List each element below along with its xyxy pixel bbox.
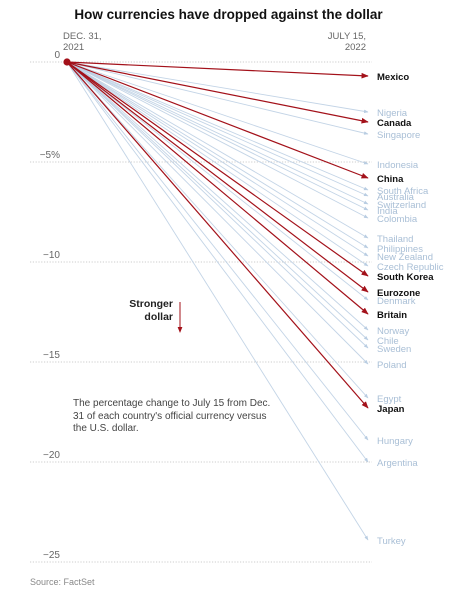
line-nigeria (66, 61, 369, 114)
label-mexico: Mexico (377, 72, 409, 83)
line-thailand (66, 61, 369, 239)
y-tick-label: −15 (43, 350, 60, 361)
label-turkey: Turkey (377, 536, 406, 547)
label-canada: Canada (377, 118, 412, 129)
line-canada (66, 61, 369, 124)
label-japan: Japan (377, 404, 405, 415)
axis-labels: 0 −5% −10 −15 −20 −25 DEC. 31, 2021 JULY 15, 2022 (40, 31, 366, 561)
line-australia (66, 61, 369, 197)
label-switzerland: Switzerland (377, 200, 426, 211)
line-czech-republic (66, 61, 369, 267)
label-south-africa: South Africa (377, 186, 429, 197)
line-singapore (66, 61, 369, 135)
label-sweden: Sweden (377, 344, 411, 355)
label-india: India (377, 206, 398, 217)
label-south-korea: South Korea (377, 272, 434, 283)
label-new-zealand: New Zealand (377, 252, 433, 263)
label-hungary: Hungary (377, 436, 413, 447)
label-egypt: Egypt (377, 394, 402, 405)
label-thailand: Thailand (377, 234, 413, 245)
label-argentina: Argentina (377, 458, 418, 469)
line-argentina (66, 61, 369, 463)
line-china (66, 61, 369, 179)
line-norway (66, 61, 369, 331)
label-czech-republic: Czech Republic (377, 262, 444, 273)
gridlines (30, 61, 372, 563)
line-egypt (66, 61, 369, 399)
label-eurozone: Eurozone (377, 288, 420, 299)
y-tick-label: 0 (54, 50, 60, 61)
origin-dot (63, 58, 71, 66)
muted-lines (66, 61, 369, 541)
line-india (66, 61, 369, 211)
line-philippines (66, 61, 369, 249)
label-china: China (377, 174, 404, 185)
line-chile (66, 61, 369, 341)
line-denmark (66, 61, 369, 301)
line-eurozone (66, 61, 369, 293)
source-note: Source: FactSet (30, 577, 95, 587)
line-indonesia (66, 61, 369, 165)
y-tick-label: −5% (40, 150, 60, 161)
label-singapore: Singapore (377, 130, 420, 141)
end-date-label: JULY 15, 2022 (328, 31, 366, 53)
chart-title: How currencies have dropped against the … (74, 7, 383, 22)
line-switzerland (66, 61, 369, 205)
line-sweden (66, 61, 369, 349)
start-date-label: DEC. 31, 2021 (63, 31, 102, 53)
label-norway: Norway (377, 326, 409, 337)
label-australia: Australia (377, 192, 415, 203)
line-south-africa (66, 61, 369, 191)
y-tick-label: −25 (43, 550, 60, 561)
line-new-zealand (66, 61, 369, 257)
highlight-lines (63, 58, 369, 409)
label-colombia: Colombia (377, 214, 418, 225)
label-philippines: Philippines (377, 244, 423, 255)
y-tick-label: −10 (43, 250, 60, 261)
line-south-korea (66, 61, 369, 277)
line-britain (66, 61, 369, 315)
line-poland (66, 61, 369, 365)
label-denmark: Denmark (377, 296, 416, 307)
line-mexico (66, 61, 369, 79)
label-nigeria: Nigeria (377, 108, 408, 119)
label-indonesia: Indonesia (377, 160, 419, 171)
y-tick-label: −20 (43, 450, 60, 461)
line-japan (66, 61, 369, 409)
label-britain: Britain (377, 310, 407, 321)
label-chile: Chile (377, 336, 399, 347)
line-colombia (66, 61, 369, 219)
chart-note: The percentage change to July 15 from De… (73, 398, 271, 434)
line-turkey (66, 61, 369, 541)
line-hungary (66, 61, 369, 441)
stronger-dollar-callout: Stronger dollar (129, 298, 173, 323)
label-poland: Poland (377, 360, 407, 371)
